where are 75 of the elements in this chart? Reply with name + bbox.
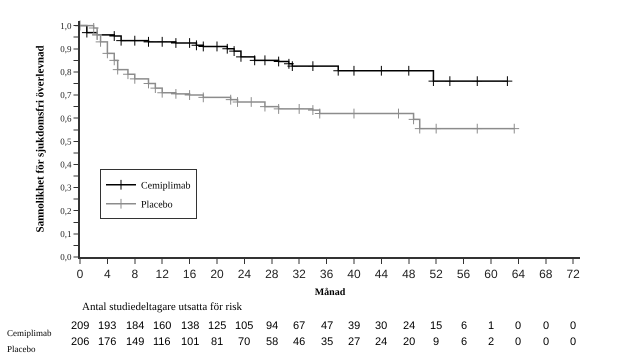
text: 160 [153, 320, 172, 332]
text: 15 [430, 320, 442, 332]
x-tick-label: 48 [402, 267, 416, 282]
x-tick-label: 40 [347, 267, 361, 282]
x-tick-label: 32 [292, 267, 306, 282]
x-axis-title: Månad [314, 287, 346, 298]
text: 0 [515, 320, 522, 332]
y-tick-label: 0,6 [60, 113, 72, 124]
text: 24 [375, 336, 388, 348]
text: 193 [98, 320, 116, 332]
y-tick-label: 0,8 [60, 67, 72, 78]
text: 0 [543, 320, 550, 332]
text: Placebo [7, 344, 36, 354]
text: 1 [488, 320, 494, 332]
y-axis-title: Sannolikhet för sjukdomsfri överlevnad [34, 45, 46, 233]
x-tick-label: 20 [210, 267, 224, 282]
x-tick-label: 0 [76, 267, 84, 282]
x-tick-label: 52 [429, 267, 444, 282]
y-tick-label: 0,5 [60, 136, 72, 146]
text: 0 [515, 336, 522, 348]
text: 67 [293, 320, 306, 332]
x-tick-label: 60 [484, 267, 498, 282]
text: Cemiplimab [7, 328, 52, 338]
x-tick-label: 12 [156, 267, 170, 282]
text: 138 [181, 320, 200, 332]
text: 0 [570, 336, 576, 348]
y-tick-label: 1,0 [60, 20, 72, 31]
x-tick-label: 16 [182, 267, 197, 282]
x-tick-label: 44 [374, 267, 388, 282]
x-tick-label: 68 [539, 267, 553, 282]
x-tick-label: 56 [456, 267, 471, 282]
x-tick-label: 64 [512, 267, 526, 282]
text: 39 [348, 320, 360, 332]
y-tick-label: 0,4 [60, 160, 72, 170]
y-tick-label: 0,2 [60, 206, 72, 216]
x-tick-label: 8 [131, 267, 138, 282]
text: 6 [461, 336, 468, 348]
text: 94 [266, 320, 278, 332]
x-tick-label: 4 [104, 267, 112, 282]
text: 47 [321, 320, 334, 332]
text: 81 [211, 336, 224, 348]
text: 30 [375, 320, 388, 332]
y-tick-label: 0,9 [60, 44, 72, 54]
text: 9 [433, 336, 440, 348]
text: 0 [543, 336, 550, 348]
text: 0 [570, 320, 576, 332]
x-tick-label: 72 [566, 267, 580, 282]
text: 70 [238, 336, 250, 348]
text: 184 [126, 320, 144, 332]
text: 125 [208, 320, 226, 332]
y-tick-label: 0,1 [60, 229, 72, 240]
y-tick-label: 0,0 [60, 252, 72, 262]
text: 176 [98, 336, 116, 348]
text: 206 [71, 336, 90, 348]
legend-label: Placebo [141, 200, 173, 211]
x-tick-label: 36 [320, 267, 334, 282]
y-tick-label: 0,3 [60, 182, 72, 193]
text: 2 [488, 336, 494, 348]
text: 20 [403, 336, 416, 348]
text: 46 [293, 336, 306, 348]
y-tick-label: 0,7 [60, 90, 72, 100]
text: 105 [235, 320, 254, 332]
x-tick-label: 28 [265, 267, 279, 282]
text: 116 [153, 336, 171, 348]
legend-label: Cemiplimab [141, 180, 190, 192]
text: 35 [321, 336, 334, 348]
text: 6 [461, 320, 468, 332]
text: Antal studiedeltagare utsatta för risk [82, 301, 243, 313]
x-tick-label: 24 [238, 267, 252, 282]
text: 101 [181, 336, 200, 348]
text: 27 [348, 336, 360, 348]
text: 58 [266, 336, 278, 348]
text: 149 [126, 336, 144, 348]
text: 24 [403, 320, 416, 332]
text: 209 [71, 320, 90, 332]
